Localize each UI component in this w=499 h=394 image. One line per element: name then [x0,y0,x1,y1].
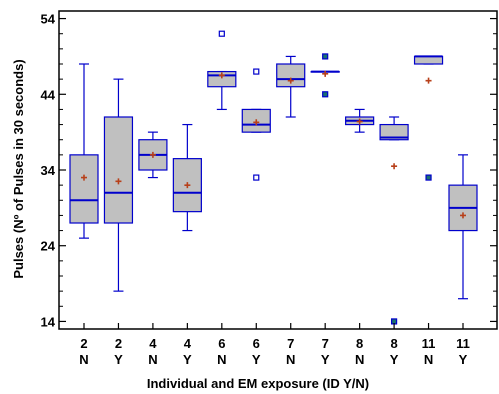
mean-marker [81,174,87,181]
mean-marker [253,119,260,126]
x-tick-label-id: 6 [218,336,225,351]
x-tick-label-id: 7 [287,336,294,351]
outlier-point [218,30,225,37]
x-tick-label-exposure: N [424,352,433,367]
far-outlier-point [322,91,329,98]
x-tick-label-exposure: Y [252,352,261,367]
outlier-point [253,68,260,75]
box-iqr [276,63,306,88]
box-series [69,30,478,325]
box-iqr [413,55,444,65]
box-group [379,116,409,325]
box-iqr [69,154,99,224]
x-tick-label-exposure: Y [321,352,330,367]
box-iqr [103,116,134,224]
x-tick-label-exposure: N [286,352,295,367]
y-tick-label: 14 [41,314,56,329]
x-tick-label-exposure: Y [390,352,399,367]
box-group [172,123,202,232]
x-tick-label-id: 4 [149,336,157,351]
box-group [448,154,478,300]
outlier-point [253,174,260,181]
x-tick-label-id: 2 [115,336,122,351]
y-tick-label: 34 [41,163,56,178]
x-tick-label-id: 8 [356,336,363,351]
y-axis: 14 24 34 44 54 [41,12,497,329]
y-tick-label: 24 [41,239,56,254]
mean-marker [149,151,156,158]
x-tick-label-exposure: N [355,352,364,367]
x-tick-label-id: 6 [253,336,260,351]
box-group [413,55,444,181]
x-tick-label-exposure: N [79,352,88,367]
x-tick-label-exposure: N [148,352,157,367]
box-group [138,131,168,179]
x-tick-label-id: 7 [322,336,329,351]
box-iqr [379,123,409,141]
mean-marker [287,77,294,84]
y-tick-label: 44 [41,87,56,102]
box-group [207,30,237,111]
mean-marker [460,212,466,219]
far-outlier-point [425,174,432,181]
mean-marker [322,70,329,77]
box-group [241,68,271,181]
x-tick-label-id: 2 [80,336,87,351]
x-tick-label-exposure: Y [183,352,192,367]
far-outlier-point [322,53,329,60]
y-axis-title: Pulses (Nº of Pulses in 30 seconds) [11,59,26,278]
box-group [69,63,99,239]
mean-marker [184,182,191,189]
mean-marker [218,72,225,79]
mean-marker [115,178,122,185]
box-group [276,55,306,118]
x-axis-title: Individual and EM exposure (ID Y/N) [147,376,369,391]
box-group [345,108,375,133]
x-tick-label-id: 11 [456,336,470,351]
box-group [310,53,340,98]
x-tick-label-exposure: Y [114,352,123,367]
y-tick-label: 54 [41,12,56,27]
x-tick-label-exposure: Y [459,352,468,367]
box-group [103,78,134,292]
x-tick-label-id: 4 [184,336,192,351]
x-tick-label-id: 8 [390,336,397,351]
x-tick-label-exposure: N [217,352,226,367]
mean-marker [425,77,432,84]
mean-marker [356,118,363,125]
x-tick-label-id: 11 [422,336,436,351]
mean-marker [391,163,398,170]
